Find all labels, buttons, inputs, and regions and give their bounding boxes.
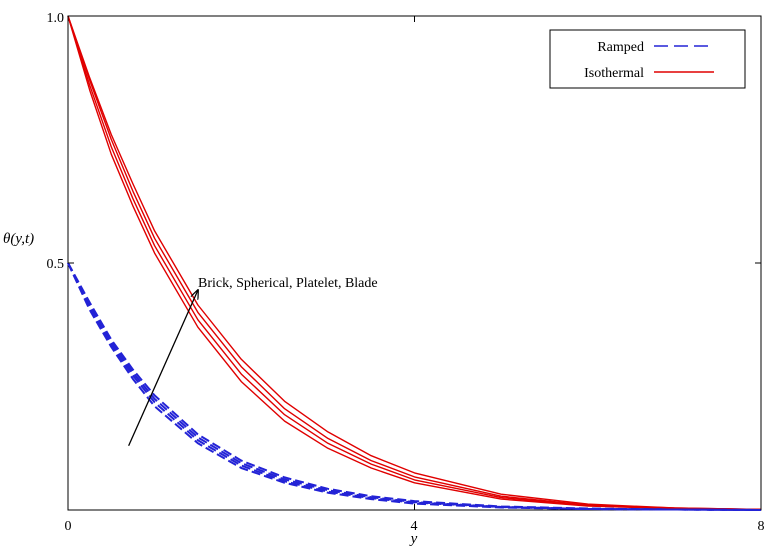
legend-label-ramped: Ramped [597, 40, 644, 55]
series-group [67, 15, 762, 511]
series-line-isothermal-2 [67, 15, 762, 511]
series-line-ramped-2 [67, 262, 762, 511]
series-line-isothermal-1 [67, 15, 762, 511]
legend-box [549, 29, 746, 89]
annotation-text: Brick, Spherical, Platelet, Blade [198, 276, 378, 291]
x-tick-label-4: 4 [411, 519, 418, 534]
y-tick-label-1: 1.0 [47, 11, 65, 26]
legend-label-isothermal: Isothermal [584, 66, 644, 81]
x-axis-label: y [409, 531, 418, 546]
y-tick-label-0-5: 0.5 [47, 257, 65, 272]
series-line-ramped-4 [67, 262, 762, 511]
series-line-isothermal-4 [67, 15, 762, 511]
annotation-arrow [128, 290, 198, 447]
x-tick-label-0: 0 [65, 519, 72, 534]
series-line-ramped-1 [67, 262, 762, 511]
y-axis-label: θ(y,t) [3, 231, 34, 247]
tick-group [67, 15, 762, 510]
legend: Ramped Isothermal [549, 29, 746, 89]
plot-frame [67, 15, 762, 511]
x-tick-label-8: 8 [758, 519, 765, 534]
series-line-isothermal-3 [67, 15, 762, 511]
